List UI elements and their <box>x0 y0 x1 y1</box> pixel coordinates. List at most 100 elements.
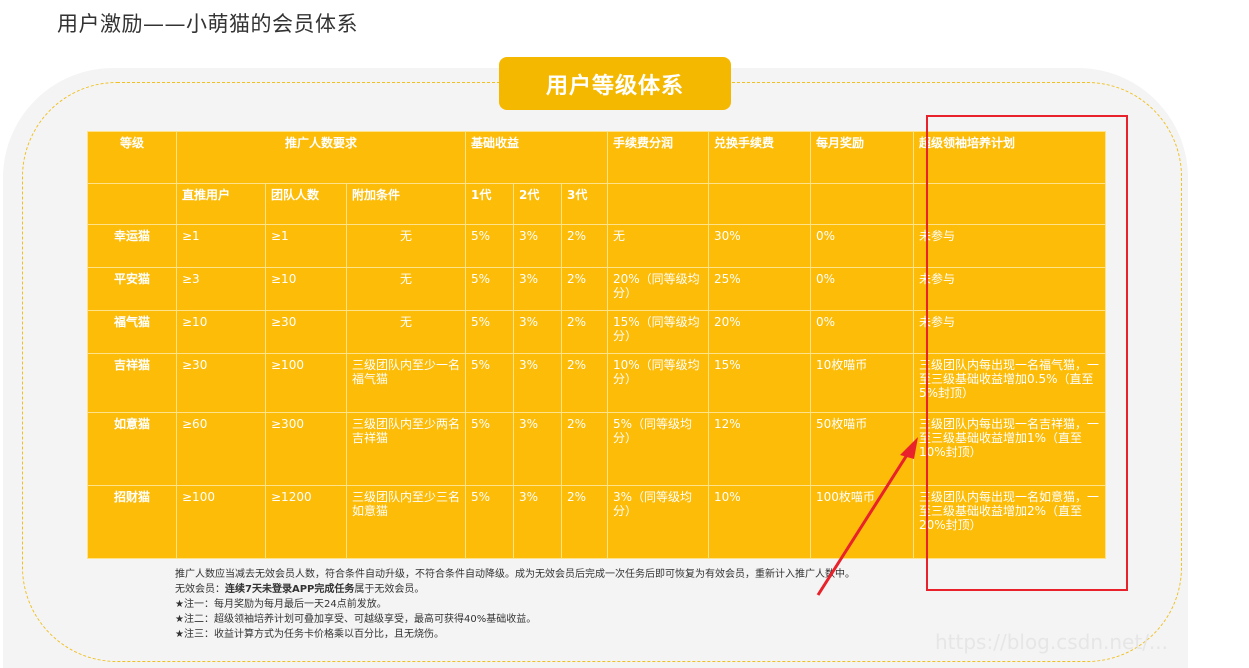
level-table: 等级 推广人数要求 基础收益 手续费分润 兑换手续费 每月奖励 超级领袖培养计划… <box>87 131 1106 559</box>
note-suffix: 属于无效会员。 <box>354 584 425 595</box>
level-name: 招财猫 <box>87 485 177 559</box>
cell-monthly: 10枚喵币 <box>810 353 914 413</box>
cell-exchange: 10% <box>708 485 811 559</box>
cell-g2: 3% <box>513 353 562 413</box>
cell-super: 三级团队内每出现一名吉祥猫，一至三级基础收益增加1%（直至10%封顶） <box>913 412 1106 486</box>
cell-direct: ≥3 <box>176 267 266 311</box>
cell-team: ≥1 <box>265 224 347 268</box>
red-arrow-icon <box>816 437 918 596</box>
cell-extra: 三级团队内至少两名吉祥猫 <box>346 412 466 486</box>
cell-team: ≥1200 <box>265 485 347 559</box>
cell-g1: 5% <box>465 412 514 486</box>
cell-exchange: 20% <box>708 310 811 354</box>
level-name: 吉祥猫 <box>87 353 177 413</box>
subheader-g2: 2代 <box>513 183 562 225</box>
page-title: 用户激励——小萌猫的会员体系 <box>57 12 358 36</box>
table-row: 福气猫 ≥10 ≥30 无 5% 3% 2% 15%（同等级均分） 20% 0%… <box>87 310 1106 354</box>
note-line: 无效会员：连续7天未登录APP完成任务属于无效会员。 <box>175 582 975 597</box>
cell-monthly: 0% <box>810 224 914 268</box>
subheader-g3: 3代 <box>561 183 608 225</box>
level-name: 幸运猫 <box>87 224 177 268</box>
level-name: 福气猫 <box>87 310 177 354</box>
table-row: 吉祥猫 ≥30 ≥100 三级团队内至少一名福气猫 5% 3% 2% 10%（同… <box>87 353 1106 413</box>
header-super: 超级领袖培养计划 <box>913 131 1106 184</box>
subheader-direct: 直推用户 <box>176 183 266 225</box>
note-line: 推广人数应当减去无效会员人数，符合条件自动升级，不符合条件自动降级。成为无效会员… <box>175 569 855 580</box>
cell-direct: ≥60 <box>176 412 266 486</box>
cell-fee-share: 10%（同等级均分） <box>607 353 709 413</box>
cell-g1: 5% <box>465 224 514 268</box>
cell-extra: 无 <box>346 310 466 354</box>
cell-monthly: 100枚喵币 <box>810 485 914 559</box>
cell-g3: 2% <box>561 485 608 559</box>
subheader-g1: 1代 <box>465 183 514 225</box>
cell-fee-share: 15%（同等级均分） <box>607 310 709 354</box>
cell-monthly: 0% <box>810 310 914 354</box>
system-badge: 用户等级体系 <box>499 57 731 110</box>
header-level: 等级 <box>87 131 177 184</box>
cell-super: 未参与 <box>913 267 1106 311</box>
cell-fee-share: 无 <box>607 224 709 268</box>
subheader-empty <box>913 183 1106 225</box>
cell-fee-share: 20%（同等级均分） <box>607 267 709 311</box>
cell-g3: 2% <box>561 267 608 311</box>
footnotes: 推广人数应当减去无效会员人数，符合条件自动升级，不符合条件自动降级。成为无效会员… <box>175 567 975 642</box>
cell-team: ≥100 <box>265 353 347 413</box>
subheader-empty <box>810 183 914 225</box>
note-line: ★注一：每月奖励为每月最后一天24点前发放。 <box>175 599 387 610</box>
note-prefix: 无效会员： <box>175 584 225 595</box>
subheader-team: 团队人数 <box>265 183 347 225</box>
cell-team: ≥10 <box>265 267 347 311</box>
cell-extra: 无 <box>346 267 466 311</box>
cell-monthly: 0% <box>810 267 914 311</box>
cell-direct: ≥100 <box>176 485 266 559</box>
cell-g2: 3% <box>513 310 562 354</box>
subheader-empty <box>708 183 811 225</box>
subheader-empty <box>607 183 709 225</box>
cell-exchange: 30% <box>708 224 811 268</box>
level-name: 平安猫 <box>87 267 177 311</box>
cell-extra: 三级团队内至少一名福气猫 <box>346 353 466 413</box>
watermark: https://blog.csdn.net/... <box>935 630 1169 654</box>
cell-exchange: 15% <box>708 353 811 413</box>
highlight-box <box>926 115 1128 591</box>
cell-g2: 3% <box>513 224 562 268</box>
cell-direct: ≥10 <box>176 310 266 354</box>
cell-exchange: 25% <box>708 267 811 311</box>
cell-g1: 5% <box>465 267 514 311</box>
cell-g3: 2% <box>561 353 608 413</box>
subheader-empty <box>87 183 177 225</box>
cell-super: 未参与 <box>913 310 1106 354</box>
cell-super: 三级团队内每出现一名如意猫，一至三级基础收益增加2%（直至20%封顶） <box>913 485 1106 559</box>
header-exchange: 兑换手续费 <box>708 131 811 184</box>
cell-exchange: 12% <box>708 412 811 486</box>
cell-fee-share: 3%（同等级均分） <box>607 485 709 559</box>
cell-extra: 三级团队内至少三名如意猫 <box>346 485 466 559</box>
header-promo: 推广人数要求 <box>176 131 466 184</box>
cell-g2: 3% <box>513 267 562 311</box>
cell-g1: 5% <box>465 485 514 559</box>
header-fee-share: 手续费分润 <box>607 131 709 184</box>
cell-g3: 2% <box>561 412 608 486</box>
cell-team: ≥30 <box>265 310 347 354</box>
cell-g3: 2% <box>561 224 608 268</box>
cell-extra: 无 <box>346 224 466 268</box>
cell-g2: 3% <box>513 412 562 486</box>
cell-g2: 3% <box>513 485 562 559</box>
header-monthly: 每月奖励 <box>810 131 914 184</box>
cell-direct: ≥30 <box>176 353 266 413</box>
level-name: 如意猫 <box>87 412 177 486</box>
cell-fee-share: 5%（同等级均分） <box>607 412 709 486</box>
table-row: 招财猫 ≥100 ≥1200 三级团队内至少三名如意猫 5% 3% 2% 3%（… <box>87 485 1106 559</box>
cell-g3: 2% <box>561 310 608 354</box>
subheader-extra: 附加条件 <box>346 183 466 225</box>
header-base: 基础收益 <box>465 131 608 184</box>
note-line: ★注三：收益计算方式为任务卡价格乘以百分比，且无烧伤。 <box>175 629 444 640</box>
cell-g1: 5% <box>465 310 514 354</box>
cell-team: ≥300 <box>265 412 347 486</box>
table-row: 平安猫 ≥3 ≥10 无 5% 3% 2% 20%（同等级均分） 25% 0% … <box>87 267 1106 311</box>
cell-direct: ≥1 <box>176 224 266 268</box>
note-bold: 连续7天未登录APP完成任务 <box>225 584 355 595</box>
cell-g1: 5% <box>465 353 514 413</box>
note-line: ★注二：超级领袖培养计划可叠加享受、可越级享受，最高可获得40%基础收益。 <box>175 614 537 625</box>
